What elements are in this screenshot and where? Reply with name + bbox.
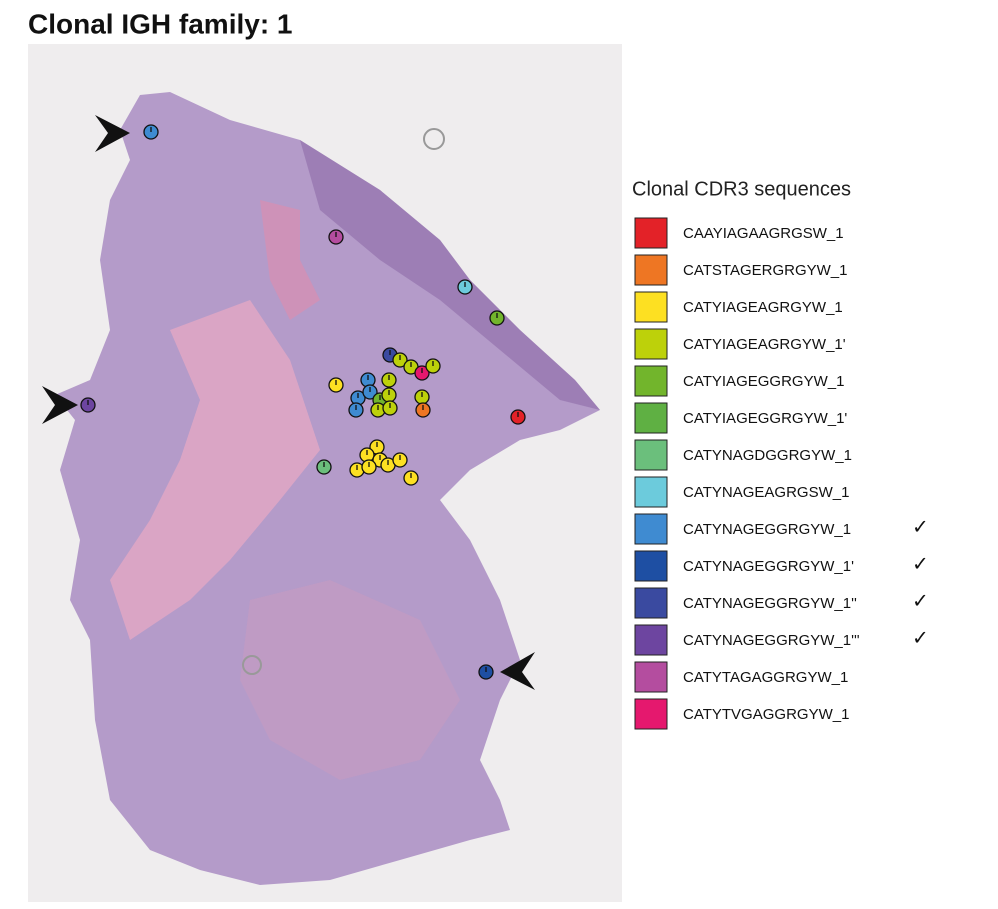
legend-swatch	[634, 254, 668, 286]
legend-swatch	[634, 291, 668, 323]
legend-swatch	[634, 587, 668, 619]
legend-label: CATYNAGEGGRGYW_1	[683, 521, 851, 538]
legend-label: CATYIAGEAGRGYW_1	[683, 299, 843, 316]
legend-check: ✓	[912, 590, 929, 612]
spots	[80, 124, 526, 680]
legend-label: CATYNAGEAGRGSW_1	[683, 484, 849, 501]
legend-title: Clonal CDR3 sequences	[632, 178, 851, 200]
legend-check: ✓	[912, 627, 929, 649]
legend-swatch	[634, 661, 668, 693]
legend-label: CATYNAGEGGRGYW_1''	[683, 595, 857, 612]
legend-check: ✓	[912, 516, 929, 538]
legend-swatch	[634, 217, 668, 249]
legend-label: CATYIAGEAGRGYW_1'	[683, 336, 846, 353]
legend-swatch	[634, 328, 668, 360]
legend-label: CAAYIAGAAGRGSW_1	[683, 225, 844, 242]
legend-label: CATYIAGEGGRGYW_1'	[683, 410, 847, 427]
legend-label: CATYNAGDGGRGYW_1	[683, 447, 852, 464]
legend-label: CATYTVGAGGRGYW_1	[683, 706, 849, 723]
legend-label: CATYIAGEGGRGYW_1	[683, 373, 844, 390]
legend-label: CATYTAGAGGRGYW_1	[683, 669, 848, 686]
legend-label: CATYNAGEGGRGYW_1'''	[683, 632, 860, 649]
legend: CAAYIAGAAGRGSW_1 CATSTAGERGRGYW_1 CATYIAGE…	[634, 217, 929, 730]
figure-title: Clonal IGH family: 1	[28, 8, 293, 39]
legend-swatch	[634, 624, 668, 656]
legend-swatch	[634, 402, 668, 434]
legend-swatch	[634, 439, 668, 471]
legend-label: CATYNAGEGGRGYW_1'	[683, 558, 854, 575]
legend-swatch	[634, 550, 668, 582]
legend-swatch	[634, 365, 668, 397]
legend-check: ✓	[912, 553, 929, 575]
legend-swatch	[634, 698, 668, 730]
legend-label: CATSTAGERGRGYW_1	[683, 262, 847, 279]
legend-swatch	[634, 476, 668, 508]
legend-swatch	[634, 513, 668, 545]
